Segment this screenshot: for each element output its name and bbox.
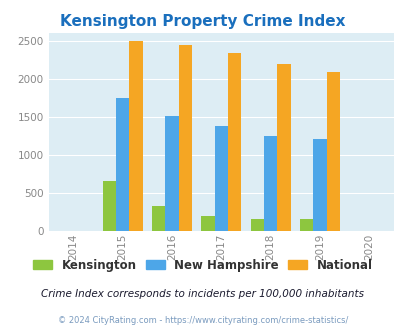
Legend: Kensington, New Hampshire, National: Kensington, New Hampshire, National	[30, 255, 375, 275]
Bar	[178, 45, 192, 231]
Bar	[129, 41, 142, 231]
Text: © 2024 CityRating.com - https://www.cityrating.com/crime-statistics/: © 2024 CityRating.com - https://www.city…	[58, 315, 347, 325]
Bar	[151, 206, 165, 231]
Bar	[326, 72, 339, 231]
Bar	[263, 136, 277, 231]
Bar	[312, 139, 326, 231]
Bar	[299, 219, 312, 231]
Bar	[214, 125, 227, 231]
Bar	[227, 53, 241, 231]
Bar	[116, 98, 129, 231]
Text: Kensington Property Crime Index: Kensington Property Crime Index	[60, 14, 345, 29]
Bar	[277, 64, 290, 231]
Text: Crime Index corresponds to incidents per 100,000 inhabitants: Crime Index corresponds to incidents per…	[41, 289, 364, 299]
Bar	[165, 116, 178, 231]
Bar	[201, 216, 214, 231]
Bar	[102, 181, 116, 231]
Bar	[250, 219, 263, 231]
